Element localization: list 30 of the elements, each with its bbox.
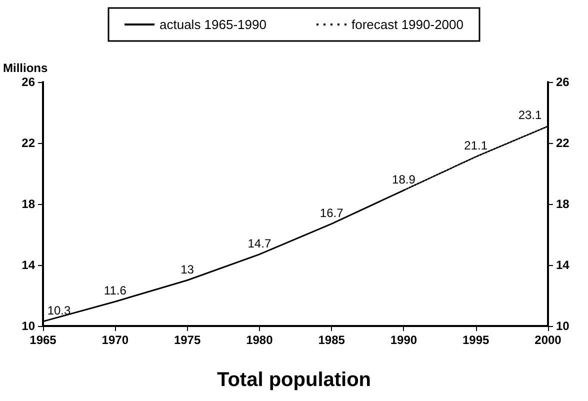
y2-tick-label: 22 [556, 136, 570, 150]
data-label: 23.1 [518, 108, 542, 122]
legend-label: forecast 1990-2000 [351, 17, 464, 32]
data-label: 10.3 [47, 303, 71, 318]
y-tick-label: 22 [22, 136, 36, 150]
data-label: 13 [180, 262, 194, 276]
x-tick-label: 1985 [318, 333, 346, 347]
y-axis-title: Millions [3, 61, 48, 75]
data-label: 16.7 [320, 206, 344, 220]
text: Total population [216, 369, 372, 391]
x-tick-label: 1995 [462, 333, 490, 347]
y-tick-label: 26 [22, 75, 36, 89]
y-tick-label: 10 [22, 319, 36, 333]
x-tick-label: 1970 [102, 333, 129, 347]
y-tick-label: 18 [22, 197, 36, 211]
x-tick-label: 1980 [246, 333, 274, 347]
y2-tick-label: 14 [556, 258, 570, 272]
x-tick-label: 2000 [534, 333, 562, 347]
data-label: 18.9 [392, 172, 416, 186]
data-label: 21.1 [464, 138, 488, 153]
y-tick-label: 14 [22, 258, 36, 272]
x-tick-label: 1965 [30, 333, 57, 347]
x-tick-label: 1975 [174, 333, 201, 347]
y2-tick-label: 10 [556, 319, 570, 333]
x-tick-label: 1990 [390, 333, 418, 347]
y2-tick-label: 26 [556, 75, 570, 89]
legend-label: actuals 1965-1990 [160, 17, 266, 32]
y2-tick-label: 18 [556, 197, 570, 211]
data-label: 14.7 [248, 236, 272, 250]
data-label: 11.6 [104, 284, 127, 298]
